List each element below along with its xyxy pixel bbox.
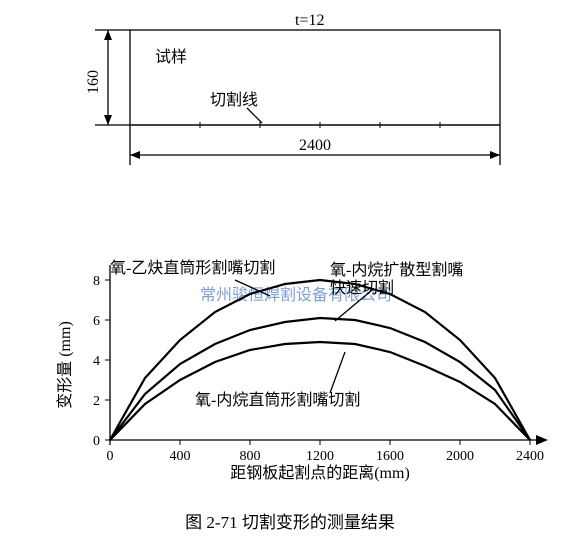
x-axis-arrow (536, 435, 548, 445)
x-tick-label: 2400 (516, 449, 544, 464)
cutline-leader (247, 108, 262, 123)
series-leader-2 (330, 352, 345, 393)
height-dim: 160 (85, 30, 130, 125)
x-tick-label: 2000 (446, 449, 474, 464)
x-ticks: 0 400 800 1200 1600 2000 2400 (107, 440, 545, 464)
x-tick-label: 1200 (306, 449, 334, 464)
height-label: 160 (85, 70, 102, 94)
y-tick-label: 4 (93, 354, 100, 369)
page: t=12 试样 切割线 160 (0, 0, 581, 544)
svg-text:快速切割: 快速切割 (330, 279, 394, 297)
sample-label: 试样 (155, 48, 187, 66)
curve-propane-straight (110, 342, 530, 440)
series-label-0: 氧-乙炔直筒形割嘴切割 (110, 259, 275, 277)
x-tick-label: 0 (107, 449, 114, 464)
x-tick-label: 800 (240, 449, 261, 464)
series-label-2: 氧-内烷直筒形割嘴切割 (195, 391, 360, 409)
width-dim: 2400 (130, 125, 500, 165)
y-tick-label: 8 (93, 274, 100, 289)
deformation-chart: 0 2 4 6 8 0 400 800 1200 1600 2000 2400 变形量 (mm) 距… (56, 259, 548, 482)
arrowhead-right (490, 151, 500, 159)
arrowhead-left (130, 151, 140, 159)
y-ticks: 0 2 4 6 8 (93, 274, 110, 449)
y-axis-label: 变形量 (mm) (56, 321, 74, 409)
top-diagram: t=12 试样 切割线 160 (85, 12, 500, 165)
cutline-label: 切割线 (210, 91, 258, 109)
svg-text:氧-内烷扩散型割嘴: 氧-内烷扩散型割嘴 (330, 261, 463, 279)
curve-oxy-acetylene (110, 280, 530, 440)
y-tick-label: 0 (93, 434, 100, 449)
x-tick-label: 1600 (376, 449, 404, 464)
plate-rect (130, 30, 500, 125)
curve-diffusion-nozzle (110, 318, 530, 440)
x-tick-label: 400 (170, 449, 191, 464)
thickness-label: t=12 (295, 12, 324, 29)
y-tick-label: 6 (93, 314, 100, 329)
arrowhead-down (104, 115, 112, 125)
x-axis-label: 距钢板起割点的距离(mm) (230, 464, 410, 482)
series-label-1: 氧-内烷扩散型割嘴快速切割 (330, 261, 463, 297)
width-label: 2400 (299, 137, 331, 154)
figure: t=12 试样 切割线 160 (0, 0, 581, 544)
y-tick-label: 2 (93, 394, 100, 409)
figure-caption: 图 2-71 切割变形的测量结果 (185, 513, 395, 532)
arrowhead-up (104, 30, 112, 40)
